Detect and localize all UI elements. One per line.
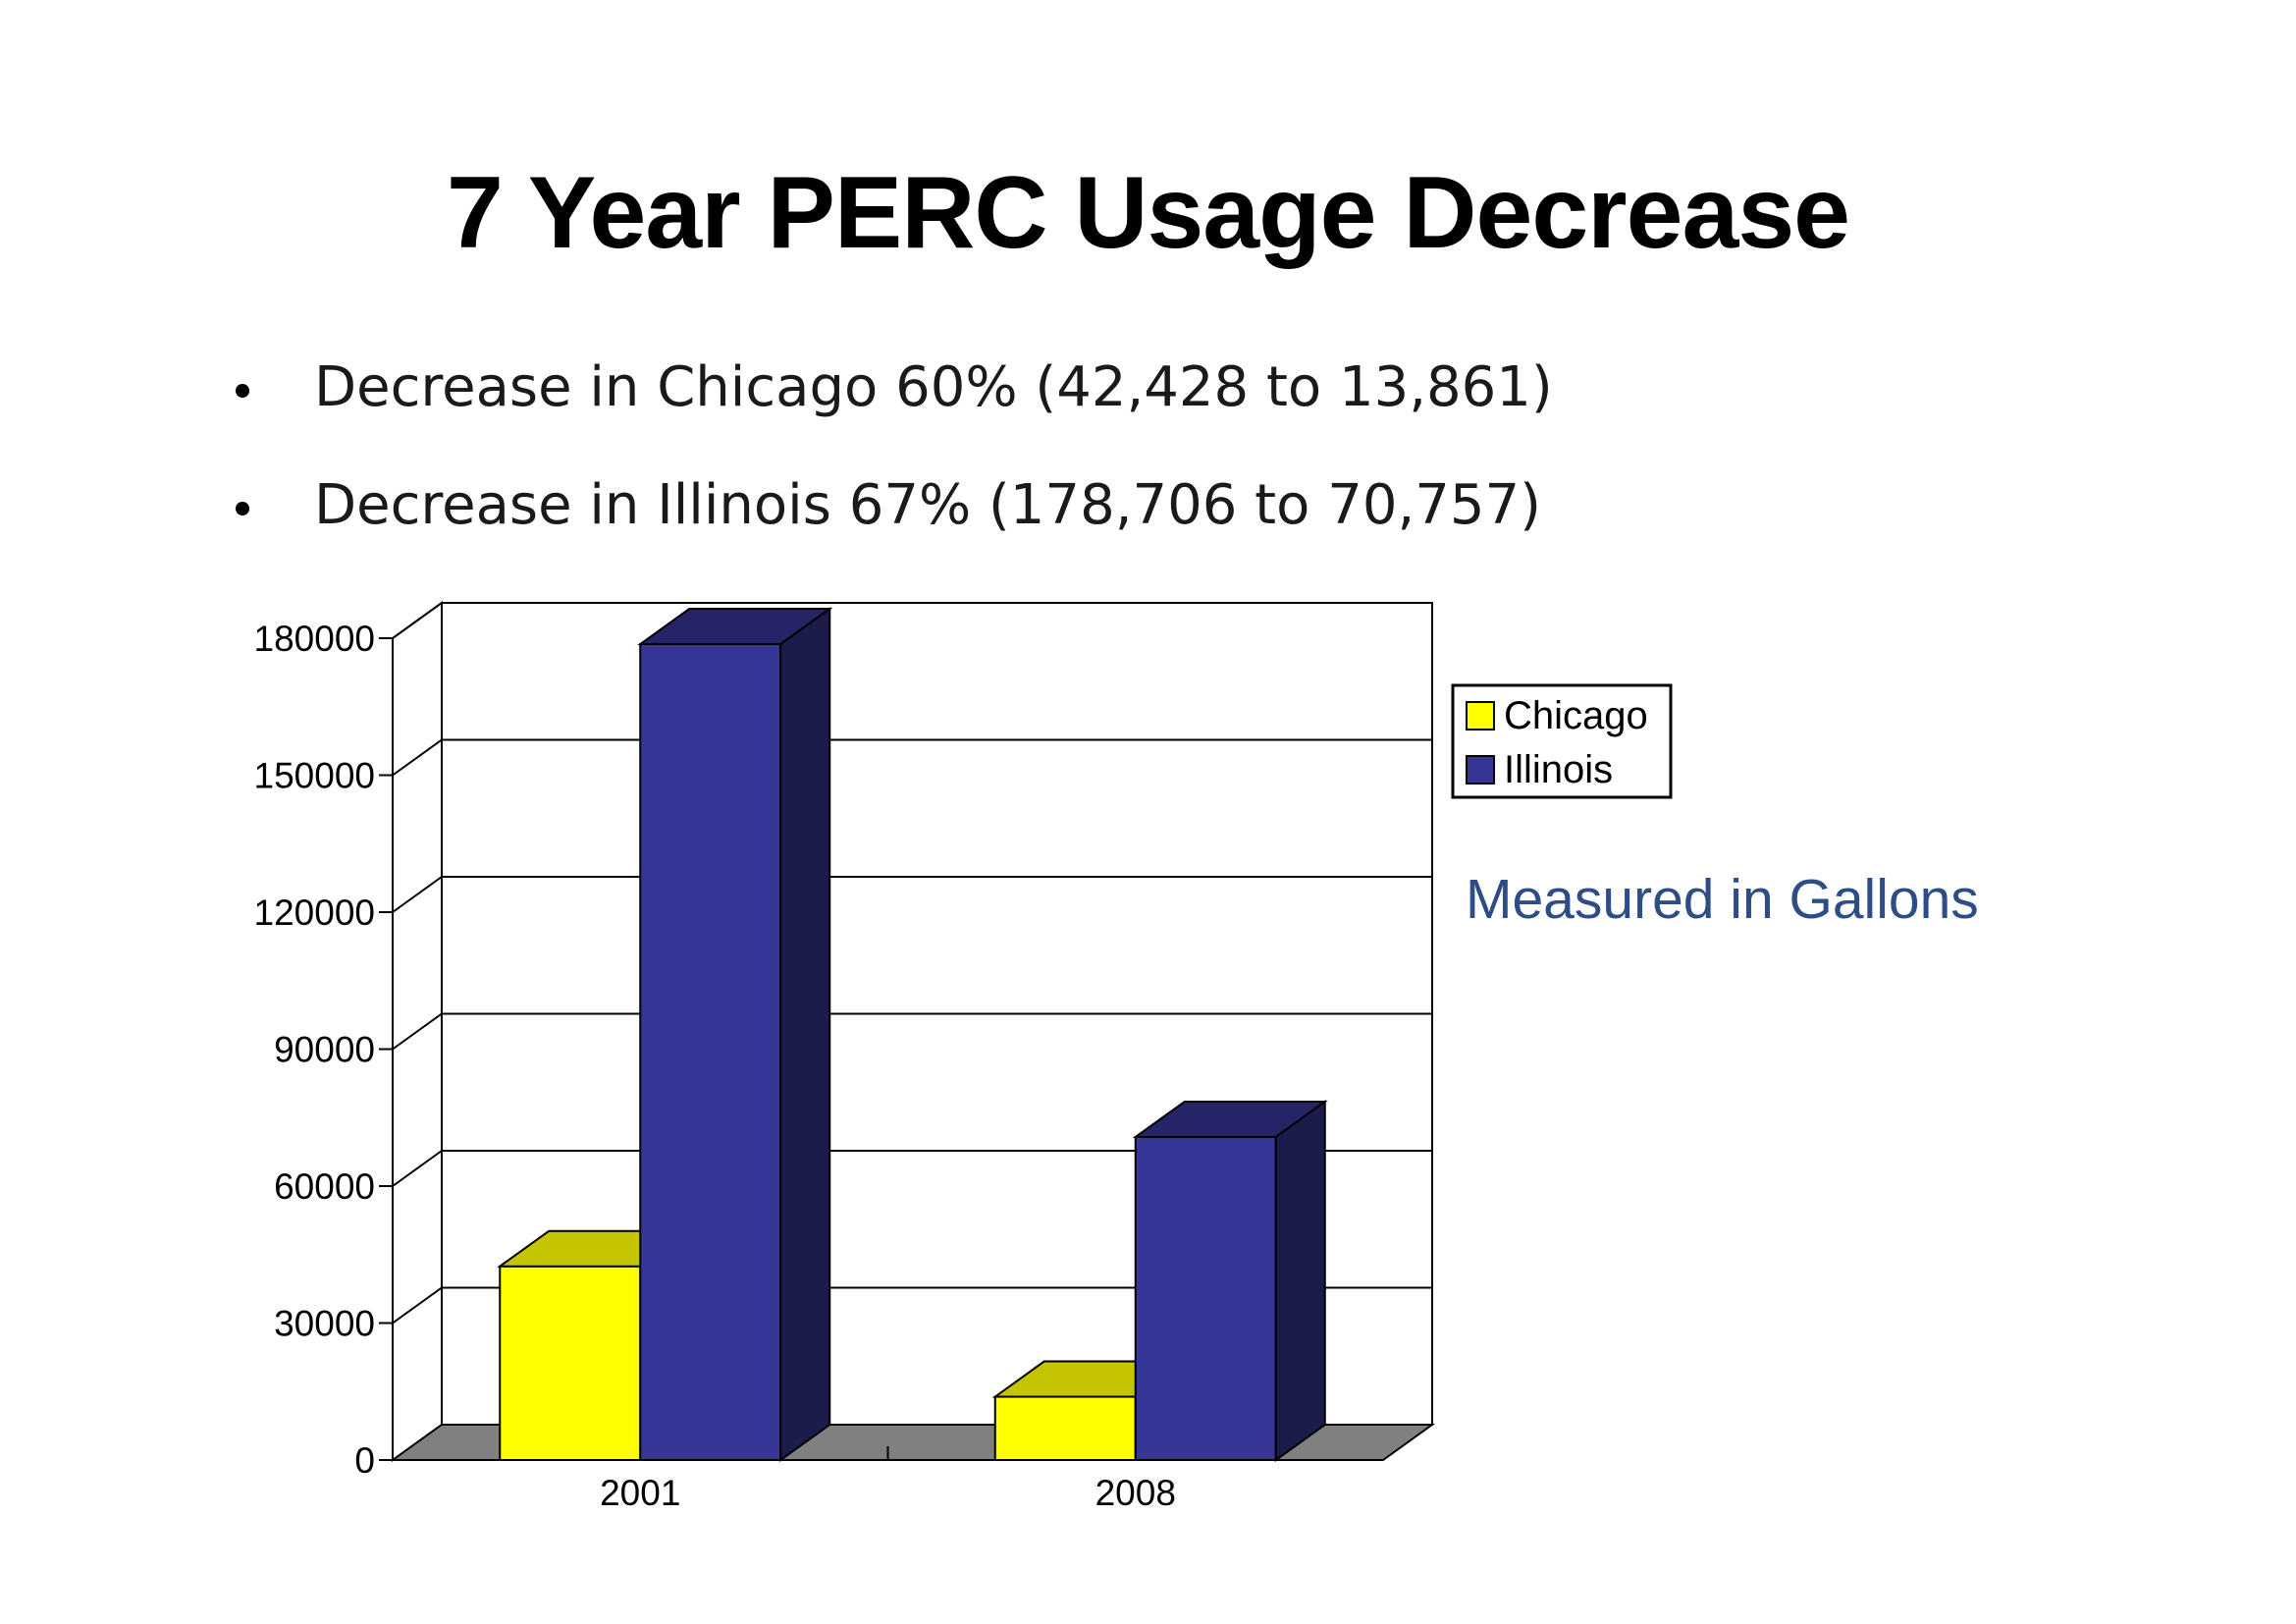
bar-illinois-2001 [639,643,782,1461]
gridline [392,876,1432,913]
y-tick-label: 120000 [254,893,375,933]
y-tick-label: 150000 [254,756,375,796]
gridline [392,602,1432,639]
slide-title: 7 Year PERC Usage Decrease [446,156,1850,270]
legend-swatch-illinois [1466,755,1495,785]
bar-chicago-2008 [993,1395,1137,1462]
bullet-list: Decrease in Chicago 60% (42,428 to 13,86… [236,349,1553,584]
y-tick-label: 180000 [254,619,375,659]
bullet-dot-icon [236,502,249,515]
gridline [392,1286,1432,1325]
legend-label-illinois: Illinois [1504,748,1613,791]
units-note: Measured in Gallons [1466,868,1979,931]
x-category-label: 2008 [1095,1473,1176,1513]
bullet-text-illinois: Decrease in Illinois 67% (178,706 to 70,… [314,473,1541,537]
legend-swatch-chicago [1466,701,1495,731]
x-category-label: 2001 [600,1473,680,1513]
bar-illinois-2008 [1134,1135,1277,1462]
y-tick-label: 0 [354,1440,375,1481]
gridline [392,1150,1432,1187]
gridline [392,1012,1432,1051]
bar-side-illinois-2001 [779,607,831,1462]
bullet-text-chicago: Decrease in Chicago 60% (42,428 to 13,86… [314,355,1553,419]
y-tick-label: 60000 [274,1166,375,1207]
bullet-item-illinois: Decrease in Illinois 67% (178,706 to 70,… [236,466,1553,584]
legend-label-chicago: Chicago [1504,694,1648,737]
gridline [392,738,1432,777]
bullet-item-chicago: Decrease in Chicago 60% (42,428 to 13,86… [236,349,1553,466]
bar-chicago-2001 [499,1265,642,1462]
bullet-dot-icon [236,384,249,398]
y-tick-label: 90000 [274,1030,375,1070]
y-tick-label: 30000 [274,1304,375,1344]
bar-side-illinois-2008 [1274,1100,1326,1462]
